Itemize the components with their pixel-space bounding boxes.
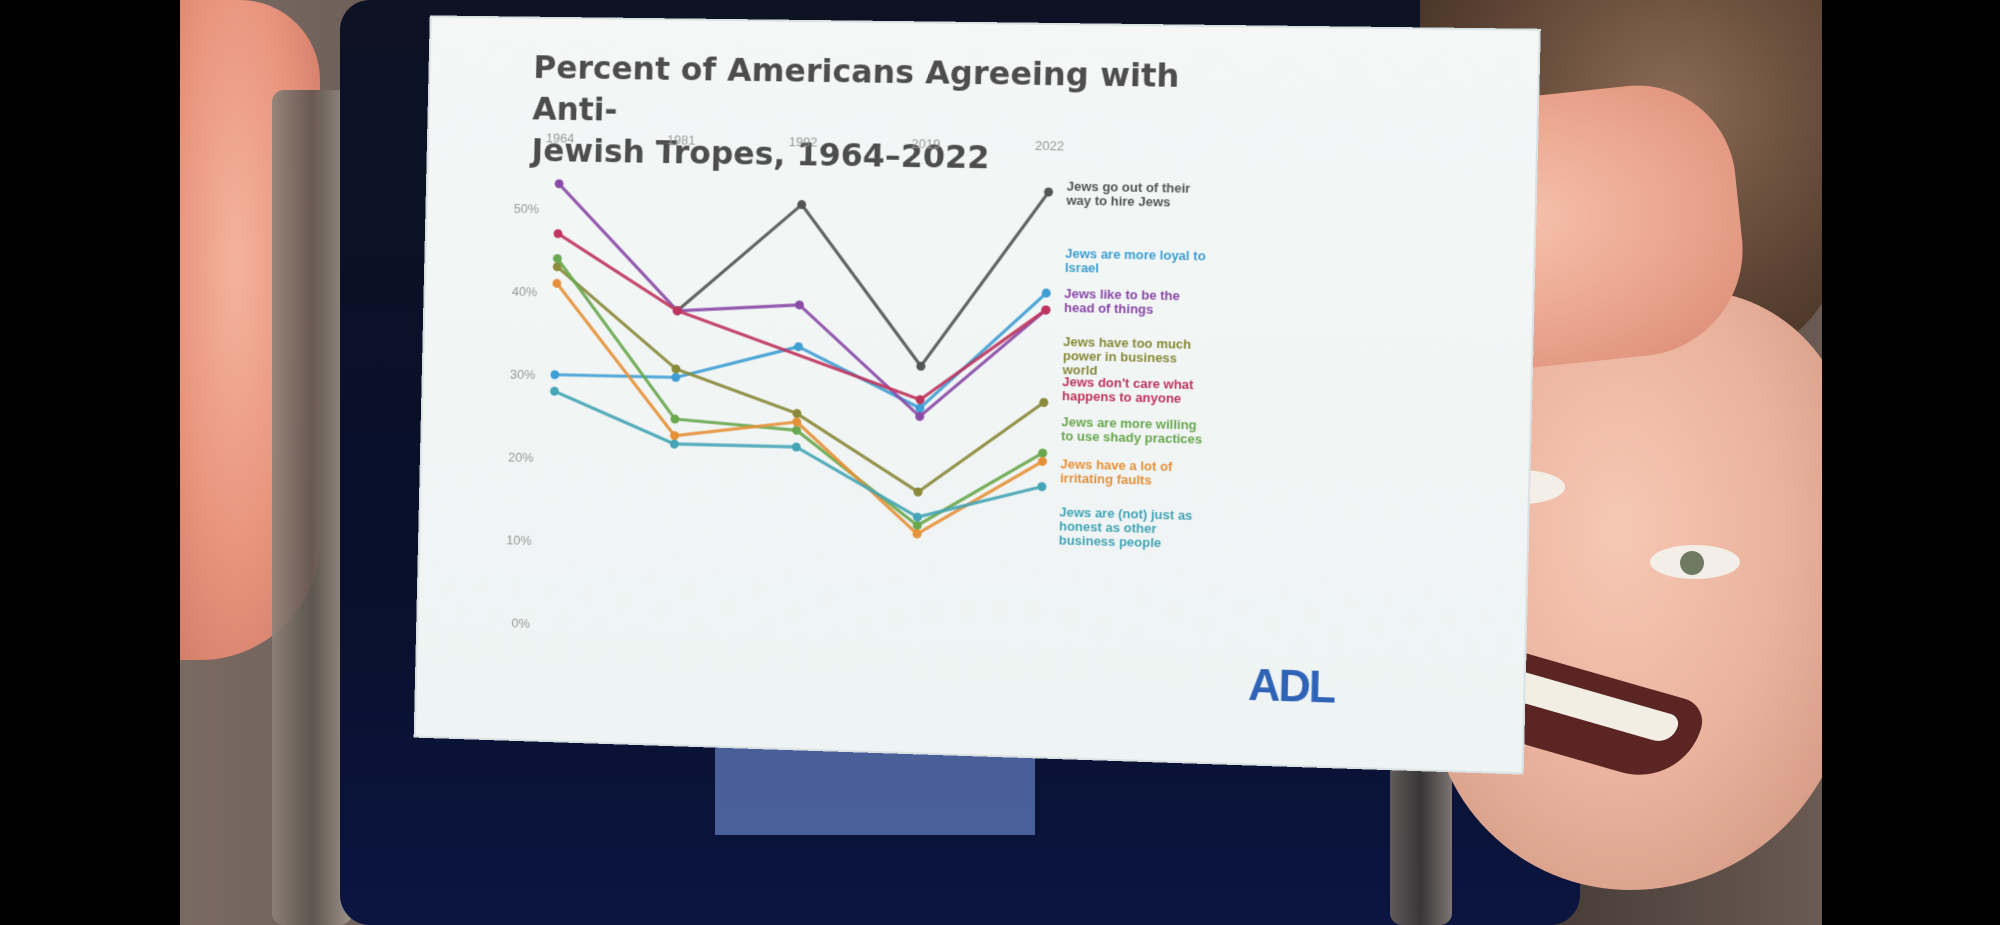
legend-label: Jews are more loyal toIsrael	[1065, 246, 1206, 278]
person-eye-right	[1650, 545, 1740, 579]
legend-label: Jews have a lot ofirritating faults	[1060, 456, 1173, 488]
x-tick-label: 1992	[789, 134, 818, 150]
y-tick-label: 50%	[514, 201, 540, 216]
y-tick-label: 10%	[506, 532, 532, 548]
legend-label: Jews have too muchpower in businessworld	[1061, 334, 1191, 380]
legend-label: Jews go out of theirway to hire Jews	[1065, 178, 1190, 209]
adl-logo-text: ADL	[1248, 661, 1336, 713]
data-point	[671, 373, 680, 382]
chart-slide: Percent of Americans Agreeing with Anti-…	[414, 15, 1541, 774]
data-point	[550, 387, 559, 396]
legend-label: Jews are (not) just ashonest as otherbus…	[1059, 504, 1193, 551]
y-tick-label: 30%	[510, 367, 536, 383]
y-tick-label: 20%	[508, 450, 534, 466]
legend-label: Jews like to be thehead of things	[1064, 286, 1180, 318]
letterbox-right	[1822, 0, 2000, 925]
y-tick-label: 40%	[512, 284, 538, 299]
photo-scene: Percent of Americans Agreeing with Anti-…	[180, 0, 1822, 925]
line-chart: 1964 1981 1992 2019 2022 0% 10% 20% 30% 40% 50% Jew…	[416, 17, 1539, 772]
letterbox-left	[0, 0, 180, 925]
x-tick-label: 1981	[667, 132, 696, 147]
legend-label: Jews are more willingto use shady practi…	[1061, 414, 1203, 447]
adl-logo: ADL	[1244, 655, 1357, 714]
data-point	[670, 439, 679, 448]
data-point	[1037, 482, 1046, 491]
x-tick-label: 2022	[1035, 138, 1064, 154]
x-tick-label: 1964	[546, 130, 575, 145]
legend-label: Jews don't care whathappens to anyone	[1062, 374, 1195, 406]
series-line	[552, 259, 1047, 529]
data-point	[550, 370, 559, 379]
x-tick-label: 2019	[911, 136, 940, 152]
y-tick-label: 0%	[511, 615, 530, 630]
